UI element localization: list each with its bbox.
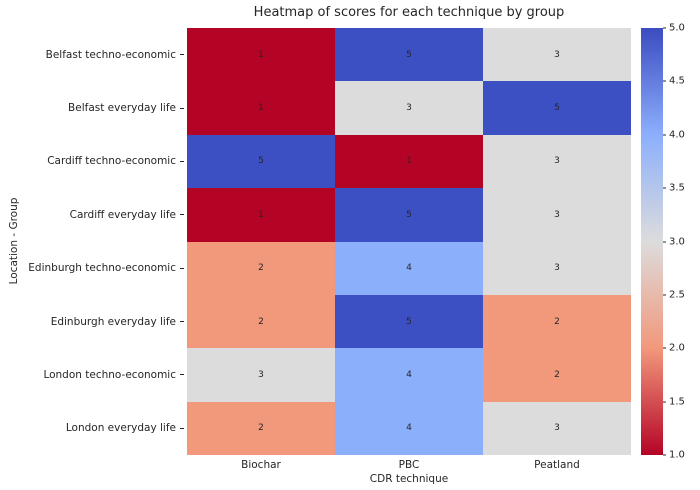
heatmap-cell: 1 [187,81,335,135]
colorbar: 5.0 4.5 4.0 3.5 3.0 2.5 2.0 1.5 1.0 [641,23,685,461]
y-tick-label: London everyday life [0,402,184,455]
x-axis-label: CDR technique [369,473,449,485]
colorbar-tick: 3.0 [663,236,685,247]
y-tick-label: Cardiff techno-economic [0,135,184,188]
heatmap-cell: 3 [187,348,335,402]
colorbar-tick: 2.0 [663,343,685,354]
x-tick-label: Peatland [534,459,580,471]
y-tick-label: Belfast techno-economic [0,28,184,81]
colorbar-tick: 3.5 [663,183,685,194]
chart-title: Heatmap of scores for each technique by … [253,5,565,20]
y-tick-labels: Belfast techno-economic Belfast everyday … [0,28,184,455]
heatmap-cell: 2 [483,348,631,402]
heatmap-cell: 3 [483,28,631,82]
heatmap-cell: 3 [335,81,483,135]
heatmap-cell: 3 [483,401,631,455]
x-tick-label: PBC [398,459,420,471]
y-tick-label: Edinburgh techno-economic [0,242,184,295]
y-tick-label: Belfast everyday life [0,81,184,134]
heatmap-cell: 3 [483,188,631,242]
heatmap-cell: 3 [483,134,631,189]
heatmap-cell: 1 [187,188,335,242]
colorbar-gradient [641,28,663,455]
heatmap-cell: 5 [335,294,483,349]
heatmap-cell: 1 [335,134,483,189]
colorbar-tick: 4.0 [663,129,685,140]
colorbar-tick: 4.5 [663,76,685,87]
y-tick-label: London techno-economic [0,348,184,401]
x-tick-label: Biochar [241,459,281,471]
heatmap-cell: 3 [483,241,631,295]
heatmap-cell: 5 [483,81,631,135]
colorbar-tick: 2.5 [663,289,685,300]
colorbar-tick: 5.0 [663,23,685,34]
heatmap-cell: 5 [335,28,483,82]
x-tick-labels: Biochar PBC Peatland [187,459,631,471]
colorbar-tick: 1.5 [663,396,685,407]
heatmap-cell: 4 [335,348,483,402]
heatmap-cell: 2 [483,294,631,349]
heatmap-cell: 5 [335,188,483,242]
colorbar-tick-labels: 5.0 4.5 4.0 3.5 3.0 2.5 2.0 1.5 1.0 [663,23,700,461]
heatmap-cell: 5 [187,134,335,189]
y-tick-label: Cardiff everyday life [0,188,184,241]
y-tick-label: Edinburgh everyday life [0,295,184,348]
heatmap-cell: 1 [187,28,335,82]
colorbar-tick: 1.0 [663,450,685,461]
heatmap-cell: 4 [335,401,483,455]
heatmap-cell: 2 [187,294,335,349]
heatmap-cell: 2 [187,401,335,455]
heatmap-cell: 4 [335,241,483,295]
heatmap-cell: 2 [187,241,335,295]
